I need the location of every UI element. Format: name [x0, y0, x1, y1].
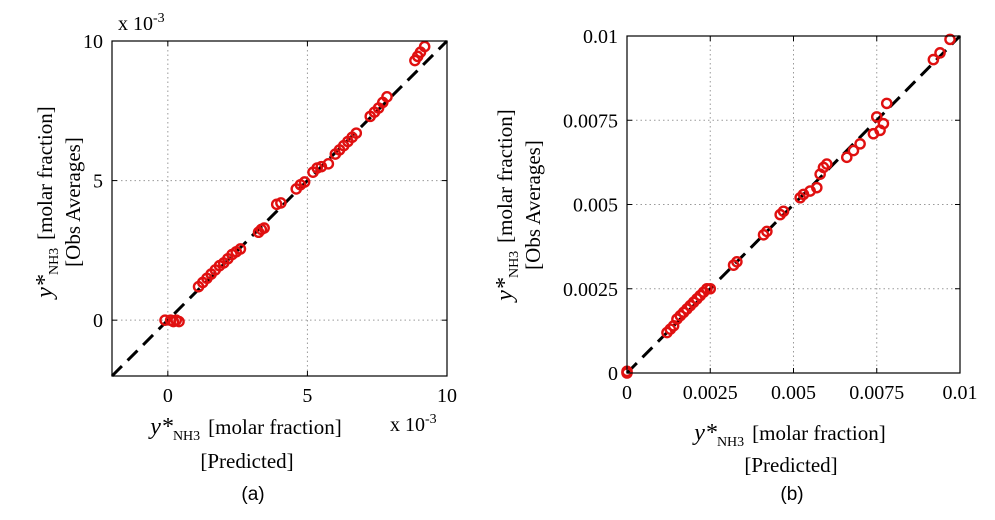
panel-b-data-point	[870, 111, 883, 123]
panel-a-data-point	[234, 243, 247, 255]
panel-a-x-exponent: x 10-3	[390, 412, 437, 436]
panel-b-x-tick-label: 0.0025	[683, 382, 738, 404]
panel-a-data-point	[418, 40, 431, 53]
panel-a-y-tick-label: 5	[93, 171, 103, 193]
panel-b-data-point	[934, 47, 946, 59]
panel-a-data-point	[298, 176, 311, 188]
panel-a-y-ticks: 0 5 10	[83, 31, 447, 332]
panel-a-data-point	[275, 197, 287, 209]
panel-b-y-tick-label: 0.01	[583, 26, 618, 48]
panel-b-data-point	[840, 151, 853, 164]
panel-b-points	[621, 33, 956, 379]
panel-b-data-point	[731, 255, 743, 268]
panel-a-y-exponent: x 10-3	[118, 11, 165, 35]
panel-b-y-ticks: 0 0.0025 0.005 0.0075 0.01	[563, 26, 960, 385]
panel-a-x-ticks: 0 5 10	[163, 41, 457, 407]
panel-b-data-point	[811, 181, 823, 194]
panel-b-y-tick-label: 0.005	[573, 195, 618, 217]
panel-b-x-tick-label: 0.0075	[849, 382, 904, 404]
panel-b-y-tick-label: 0.0025	[563, 279, 618, 301]
panel-a-data-point	[173, 315, 185, 328]
panel-b-data-point	[821, 158, 833, 170]
panel-b-x-label-2: [Predicted]	[744, 453, 837, 477]
panel-b-data-point	[704, 282, 717, 295]
panel-b-y-tick-label: 0	[608, 363, 618, 385]
panel-b: 0 0.0025 0.005 0.0075 0.01 0 0.0025 0.005 0.007…	[492, 26, 978, 505]
panel-a-y-tick-label: 10	[83, 31, 103, 53]
panel-b-x-tick-label: 0.005	[771, 382, 816, 404]
panel-b-data-point	[927, 53, 940, 66]
panel-a: 0 5 10 0 5 10 x 10-3 x 10-3 y*NH3[molar frac…	[32, 11, 457, 505]
panel-a-x-tick-label: 5	[302, 385, 312, 407]
panel-a-x-label: y*NH3 [molar fraction]	[148, 414, 341, 444]
panel-a-y-label: y*NH3[molar fraction]	[32, 106, 62, 299]
panel-b-data-point	[847, 144, 860, 157]
panel-a-points	[159, 40, 431, 328]
panel-b-y-label-line1: y*NH3[molar fraction]	[492, 109, 522, 302]
panel-b-data-point	[877, 117, 890, 130]
panel-b-y-label-2: [Obs Averages]	[521, 140, 545, 270]
panel-a-y-label-2: [Obs Averages]	[61, 137, 85, 267]
panel-a-x-label-2: [Predicted]	[200, 449, 293, 473]
panel-a-caption: (a)	[241, 484, 264, 505]
panel-b-y-label: y*NH3[molar fraction]	[492, 109, 522, 302]
panel-b-y-tick-label: 0.0075	[563, 110, 618, 132]
panel-b-x-tick-label: 0.01	[943, 382, 978, 404]
panel-b-data-point	[944, 33, 956, 46]
panel-a-plot-frame	[111, 40, 448, 377]
panel-a-data-point	[322, 158, 335, 170]
panel-a-y-label-line1: y*NH3[molar fraction]	[32, 106, 62, 299]
panel-a-y-label-line2: [Obs Averages]	[61, 137, 85, 267]
panel-b-x-label: y*NH3 [molar fraction]	[692, 420, 885, 450]
panel-b-data-point	[777, 205, 790, 218]
panel-a-data-point	[258, 222, 270, 234]
panel-a-data-point	[350, 127, 363, 139]
panel-b-data-point	[880, 97, 893, 110]
panel-a-x-tick-label: 10	[437, 385, 457, 407]
panel-a-y-tick-label: 0	[93, 310, 103, 332]
panel-b-x-tick-label: 0	[622, 382, 632, 404]
panel-b-data-point	[761, 225, 773, 238]
panel-b-data-point	[854, 138, 866, 150]
panel-b-caption: (b)	[780, 484, 803, 505]
panel-a-data-point	[381, 91, 393, 103]
panel-a-x-tick-label: 0	[163, 385, 173, 407]
panel-b-x-ticks: 0 0.0025 0.005 0.0075 0.01	[622, 36, 978, 404]
panel-b-y-label-line2: [Obs Averages]	[521, 140, 545, 270]
